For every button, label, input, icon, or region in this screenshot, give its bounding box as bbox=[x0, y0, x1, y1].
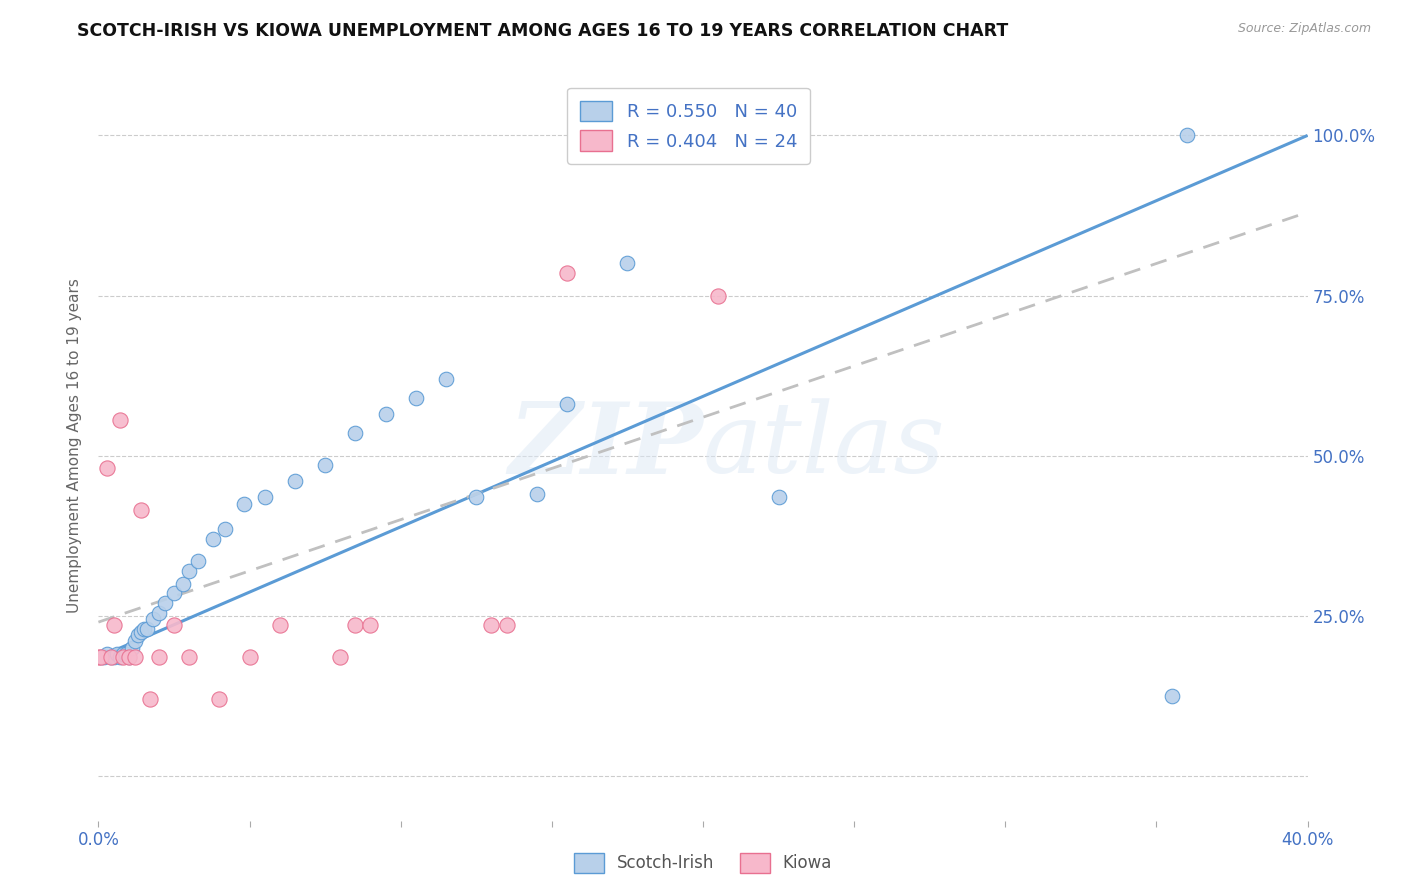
Point bbox=[284, 474, 307, 488]
Point bbox=[139, 692, 162, 706]
Point bbox=[132, 622, 155, 636]
Point bbox=[105, 647, 128, 661]
Point bbox=[179, 650, 201, 665]
Point bbox=[142, 612, 165, 626]
Point bbox=[555, 266, 578, 280]
Point bbox=[616, 256, 638, 270]
Point bbox=[314, 458, 336, 473]
Point bbox=[187, 554, 209, 568]
Point bbox=[1175, 128, 1198, 143]
Point bbox=[179, 564, 201, 578]
Point bbox=[555, 397, 578, 411]
Point bbox=[481, 618, 503, 632]
Point bbox=[239, 650, 262, 665]
Point bbox=[153, 596, 176, 610]
Point bbox=[124, 634, 146, 648]
Point bbox=[253, 490, 276, 504]
Point bbox=[108, 650, 131, 665]
Point bbox=[163, 618, 186, 632]
Point bbox=[93, 650, 115, 665]
Point bbox=[124, 650, 146, 665]
Legend: R = 0.550   N = 40, R = 0.404   N = 24: R = 0.550 N = 40, R = 0.404 N = 24 bbox=[567, 88, 810, 164]
Point bbox=[111, 647, 134, 661]
Point bbox=[202, 532, 225, 546]
Point bbox=[344, 426, 367, 441]
Point bbox=[111, 650, 134, 665]
Point bbox=[172, 576, 194, 591]
Point bbox=[208, 692, 231, 706]
Point bbox=[344, 618, 367, 632]
Point bbox=[129, 624, 152, 639]
Point bbox=[269, 618, 291, 632]
Point bbox=[103, 618, 125, 632]
Point bbox=[100, 650, 122, 665]
Text: ZIP: ZIP bbox=[508, 398, 703, 494]
Point bbox=[405, 391, 427, 405]
Point bbox=[87, 650, 110, 665]
Text: Source: ZipAtlas.com: Source: ZipAtlas.com bbox=[1237, 22, 1371, 36]
Point bbox=[118, 650, 141, 665]
Point bbox=[148, 606, 170, 620]
Point bbox=[96, 647, 118, 661]
Point bbox=[103, 650, 125, 665]
Point bbox=[526, 487, 548, 501]
Text: SCOTCH-IRISH VS KIOWA UNEMPLOYMENT AMONG AGES 16 TO 19 YEARS CORRELATION CHART: SCOTCH-IRISH VS KIOWA UNEMPLOYMENT AMONG… bbox=[77, 22, 1008, 40]
Point bbox=[148, 650, 170, 665]
Point bbox=[374, 407, 396, 421]
Point bbox=[707, 288, 730, 302]
Point bbox=[90, 650, 112, 665]
Point bbox=[495, 618, 517, 632]
Point bbox=[214, 522, 236, 536]
Point bbox=[121, 640, 143, 655]
Point bbox=[465, 490, 488, 504]
Point bbox=[135, 622, 157, 636]
Y-axis label: Unemployment Among Ages 16 to 19 years: Unemployment Among Ages 16 to 19 years bbox=[67, 278, 83, 614]
Point bbox=[90, 650, 112, 665]
Text: atlas: atlas bbox=[703, 399, 946, 493]
Point bbox=[329, 650, 352, 665]
Point bbox=[127, 628, 149, 642]
Point bbox=[129, 503, 152, 517]
Point bbox=[108, 413, 131, 427]
Point bbox=[1160, 689, 1182, 703]
Point bbox=[768, 490, 790, 504]
Legend: Scotch-Irish, Kiowa: Scotch-Irish, Kiowa bbox=[567, 847, 839, 880]
Point bbox=[232, 497, 254, 511]
Point bbox=[163, 586, 186, 600]
Point bbox=[96, 461, 118, 475]
Point bbox=[114, 647, 136, 661]
Point bbox=[434, 372, 457, 386]
Point bbox=[360, 618, 382, 632]
Point bbox=[118, 650, 141, 665]
Point bbox=[100, 650, 122, 665]
